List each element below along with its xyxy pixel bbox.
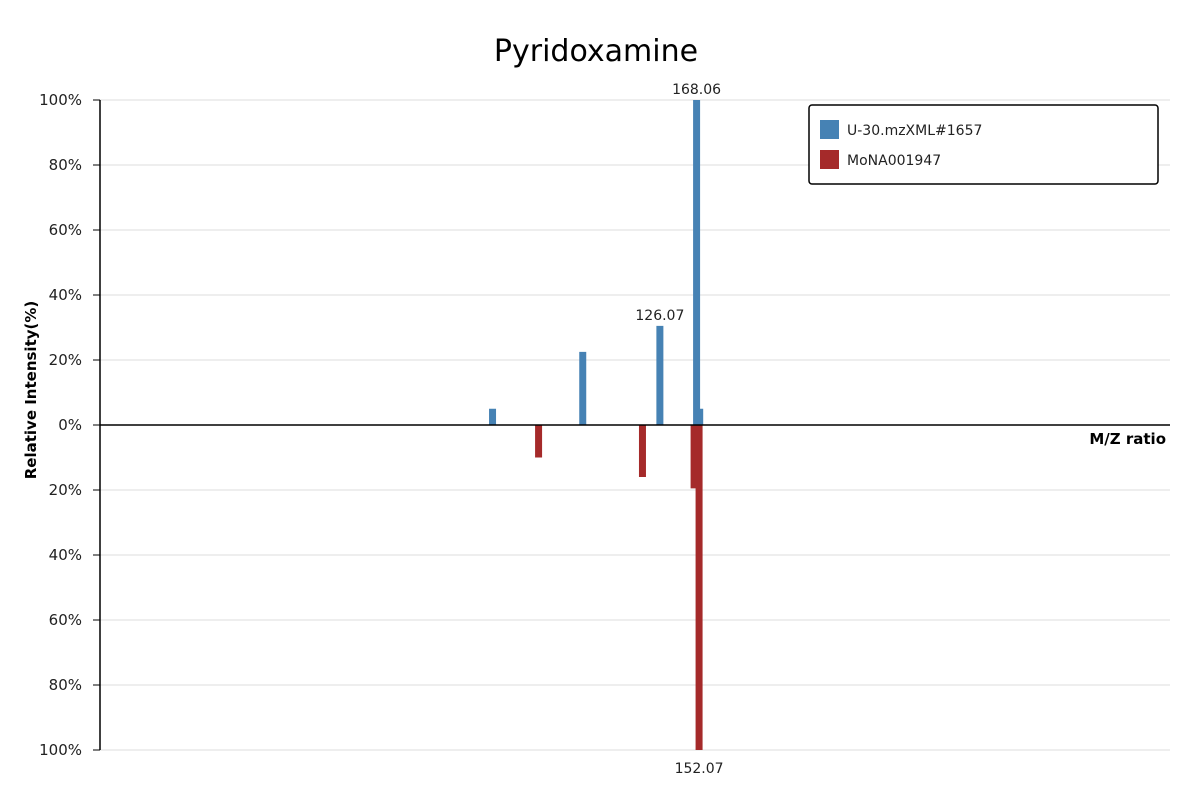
peak-label: 152.07 [675,761,724,777]
peak-bar [535,425,543,458]
y-tick-label: 80% [49,156,82,174]
legend-label-series-1: U-30.mzXML#1657 [847,123,982,139]
peak-bar [695,425,703,750]
legend-label-series-2: MoNA001947 [847,153,941,169]
gridlines [100,99,1170,751]
peak-bar [656,325,664,425]
legend: U-30.mzXML#1657 MoNA001947 [808,104,1159,185]
peak-bar [696,408,704,425]
peak-label: 126.07 [635,308,684,324]
y-axis-title: Relative Intensity(%) [22,301,40,480]
y-tick-label: 0% [58,416,82,434]
y-tick-label: 60% [49,221,82,239]
chart-title: Pyridoxamine [494,34,698,69]
peak-bar [489,408,497,425]
legend-box [808,104,1159,185]
x-axis-title: M/Z ratio [1089,430,1166,448]
peak-bar [638,425,646,477]
peak-labels: 126.07 168.06 152.07 [635,82,723,777]
y-tick-label: 20% [49,351,82,369]
legend-swatch-series-1 [820,120,839,139]
y-tick-label: 80% [49,676,82,694]
y-axis-ticks: 100% 80% 60% 40% 20% 0% 20% 40% 60% 80% 100% [39,91,100,759]
y-tick-label: 40% [49,546,82,564]
y-tick-label: 60% [49,611,82,629]
peak-bar [579,351,587,425]
peak-bar [693,100,701,425]
y-tick-label: 100% [39,91,82,109]
legend-swatch-series-2 [820,150,839,169]
peak-label: 168.06 [672,82,721,98]
peak-bar [690,425,698,489]
y-tick-label: 100% [39,741,82,759]
peaks [489,100,704,750]
y-tick-label: 40% [49,286,82,304]
y-tick-label: 20% [49,481,82,499]
